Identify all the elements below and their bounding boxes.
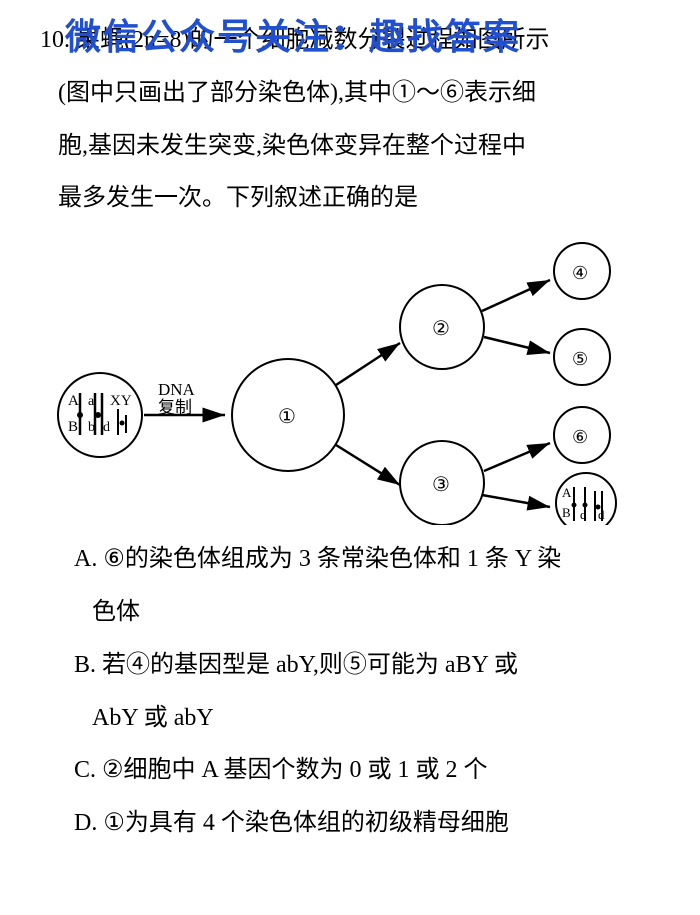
stem-line-4: 最多发生一次。下列叙述正确的是 — [58, 185, 418, 211]
stem-line-2: (图中只画出了部分染色体),其中①～⑥表示细 — [58, 80, 536, 106]
svg-text:⑥: ⑥ — [572, 427, 588, 447]
stem-line-1: 果蝇(2n=8)的一个细胞减数分裂过程如图所示 — [76, 27, 550, 53]
svg-text:d: d — [580, 507, 587, 522]
stem-line-3: 胞,基因未发生突变,染色体变异在整个过程中 — [58, 133, 526, 159]
svg-text:b: b — [88, 420, 95, 435]
svg-text:B: B — [562, 505, 571, 520]
option-c: C. ②细胞中 A 基因个数为 0 或 1 或 2 个 — [74, 744, 660, 797]
svg-text:③: ③ — [432, 474, 450, 496]
option-d: D. ①为具有 4 个染色体组的初级精母细胞 — [74, 797, 660, 850]
meiosis-diagram: A B a b d XY DNA 复制 ① ② — [40, 235, 660, 525]
svg-text:DNA: DNA — [158, 380, 196, 399]
svg-text:d: d — [103, 420, 110, 435]
options-block: A. ⑥的染色体组成为 3 条常染色体和 1 条 Y 染 色体 B. 若④的基因… — [40, 533, 660, 850]
svg-text:②: ② — [432, 318, 450, 340]
svg-text:④: ④ — [572, 263, 588, 283]
svg-text:A: A — [562, 485, 572, 500]
svg-text:复制: 复制 — [158, 398, 192, 417]
svg-text:A: A — [68, 393, 79, 409]
svg-text:XY: XY — [110, 393, 132, 409]
svg-text:d: d — [598, 507, 605, 522]
svg-text:①: ① — [278, 406, 296, 428]
option-b: B. 若④的基因型是 abY,则⑤可能为 aBY 或 AbY 或 abY — [74, 639, 660, 745]
question-stem: 10. 果蝇(2n=8)的一个细胞减数分裂过程如图所示 (图中只画出了部分染色体… — [40, 14, 660, 225]
option-a: A. ⑥的染色体组成为 3 条常染色体和 1 条 Y 染 色体 — [74, 533, 660, 639]
svg-text:⑤: ⑤ — [572, 349, 588, 369]
svg-text:B: B — [68, 419, 78, 435]
svg-text:a: a — [88, 394, 95, 409]
question-number: 10. — [40, 27, 70, 53]
